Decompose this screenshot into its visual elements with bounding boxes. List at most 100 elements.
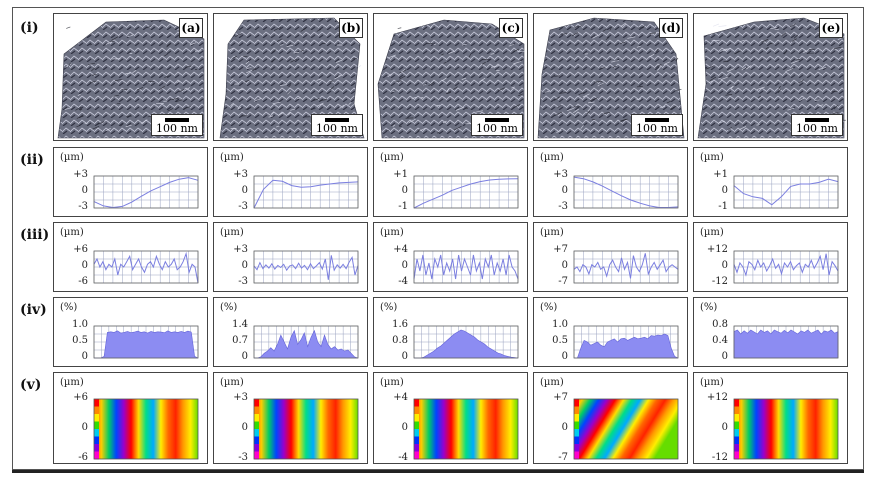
ytick-ii-d-1: 0 [561,185,568,196]
ytick-v-c-1: 0 [401,422,408,433]
scale-bar-e: 100 nm [791,114,843,136]
chart-iii-a [93,250,199,284]
series-line-iii-c [413,254,519,280]
scale-bar-a: 100 nm [151,114,203,136]
ytick-ii-b-0: +3 [233,169,248,180]
panel-iii-a: (µm) +6 0 -6 [53,222,208,292]
ytick-ii-a-0: +3 [73,169,88,180]
figure-bottom-rule [12,470,864,473]
panel-iii-b: (µm) +3 0 -3 [213,222,368,292]
ytick-ii-b-1: 0 [241,185,248,196]
unit-label-iii-e: (µm) [700,227,724,238]
series-line-iii-a [93,251,199,284]
chart-iv-c [413,325,519,359]
ytick-iv-e-0: 0.8 [712,319,728,330]
surface-panel-d: (d) 100 nm [533,13,688,141]
panel-iii-e: (µm) +12 0 -12 [693,222,848,292]
heatmap-field-c [414,399,518,459]
ytick-iii-d-2: -7 [558,276,568,287]
unit-label-ii-c: (µm) [380,152,404,163]
series-line-ii-b [253,179,359,209]
panel-ii-d: (µm) +3 0 -3 [533,147,688,217]
heatmap-field-b [254,399,358,459]
panel-iv-d: (%) 1.0 0.5 0 [533,297,688,367]
ytick-iii-e-1: 0 [721,260,728,271]
unit-label-iii-d: (µm) [540,227,564,238]
surface-render-e [697,17,846,139]
scale-bar-label: 100 nm [635,122,678,135]
ytick-v-a-1: 0 [81,422,88,433]
ytick-iv-b-1: 0.7 [232,335,248,346]
ytick-iii-c-1: 0 [401,260,408,271]
panel-v-c: (µm) +4 0 -4 [373,372,528,464]
scale-bar-label: 100 nm [155,122,198,135]
surface-render-b [219,17,365,139]
ytick-iii-b-1: 0 [241,260,248,271]
ytick-v-a-0: +6 [73,392,88,403]
ytick-iv-b-0: 1.4 [232,319,248,330]
chart-iv-b [253,325,359,359]
ytick-iv-c-1: 0.8 [392,335,408,346]
scale-bar-b: 100 nm [311,114,363,136]
unit-label-iii-a: (µm) [60,227,84,238]
chart-iv-a [93,325,199,359]
ytick-v-a-2: -6 [78,452,88,463]
chart-ii-e [733,175,839,209]
plot-grid-ii-c [413,175,519,209]
ytick-iv-a-2: 0 [81,351,88,362]
scale-bar-label: 100 nm [795,122,838,135]
ytick-iv-a-0: 1.0 [72,319,88,330]
scale-bar-c: 100 nm [471,114,523,136]
ytick-ii-e-0: +1 [713,169,728,180]
panel-v-e: (µm) +12 0 -12 [693,372,848,464]
scale-bar-line [645,118,669,122]
panel-tag-e: (e) [819,18,843,38]
ytick-ii-c-1: 0 [401,185,408,196]
ytick-ii-c-0: +1 [393,169,408,180]
unit-label-v-d: (µm) [540,377,564,388]
ytick-ii-e-2: -1 [718,201,728,212]
colorbar-d [574,399,579,460]
chart-iii-e [733,250,839,284]
ytick-iv-e-2: 0 [721,351,728,362]
scale-bar-line [805,118,829,122]
panel-tag-c: (c) [499,18,523,38]
chart-ii-b [253,175,359,209]
scale-bar-line [485,118,509,122]
ytick-v-d-2: -7 [558,452,568,463]
surface-panel-b: (b) 100 nm [213,13,368,141]
panel-iv-e: (%) 0.8 0.4 0 [693,297,848,367]
plot-grid-ii-a [93,175,199,209]
ytick-ii-c-2: -1 [398,201,408,212]
ytick-ii-b-2: -3 [238,201,248,212]
ytick-iii-c-0: +4 [393,244,408,255]
panel-tag-d: (d) [659,18,683,38]
series-line-ii-a [93,177,199,209]
colorbar-c [414,399,419,460]
surface-panel-c: (c) 100 nm [373,13,528,141]
surface-render-c [377,19,526,139]
panel-v-d: (µm) +7 0 -7 [533,372,688,464]
ytick-v-b-1: 0 [241,422,248,433]
series-line-iii-b [253,255,359,280]
chart-iv-e [733,325,839,359]
panel-ii-a: (µm) +3 0 -3 [53,147,208,217]
panel-iii-c: (µm) +4 0 -4 [373,222,528,292]
chart-iv-d [573,325,679,359]
ytick-iv-e-1: 0.4 [712,335,728,346]
scale-bar-label: 100 nm [475,122,518,135]
panel-iii-d: (µm) +7 0 -7 [533,222,688,292]
unit-label-iv-c: (%) [380,302,398,313]
ytick-v-d-0: +7 [553,392,568,403]
unit-label-ii-e: (µm) [700,152,724,163]
unit-label-ii-b: (µm) [220,152,244,163]
scale-bar-label: 100 nm [315,122,358,135]
ytick-v-b-0: +3 [233,392,248,403]
ytick-v-e-0: +12 [706,392,728,403]
figure-frame [12,7,864,470]
surface-panel-e: (e) 100 nm [693,13,848,141]
unit-label-iv-b: (%) [220,302,238,313]
ytick-iii-e-0: +12 [706,244,728,255]
ytick-ii-a-2: -3 [78,201,88,212]
ytick-iii-d-1: 0 [561,260,568,271]
